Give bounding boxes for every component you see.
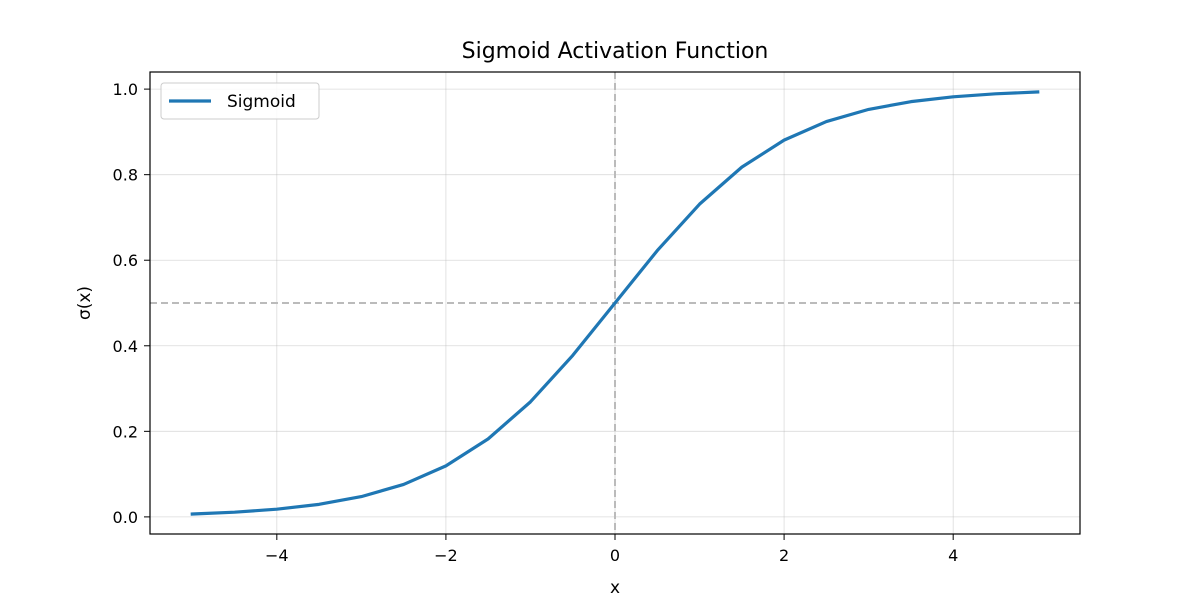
y-tick-label: 0.6 [113, 251, 138, 270]
y-tick-label: 0.0 [113, 508, 138, 527]
y-tick-label: 0.4 [113, 337, 138, 356]
x-tick-label: −2 [434, 546, 458, 565]
legend: Sigmoid [160, 82, 320, 120]
x-tick-label: 2 [779, 546, 789, 565]
x-axis-ticks: −4 −2 0 2 4 [265, 534, 958, 565]
x-tick-label: −4 [265, 546, 289, 565]
x-tick-label: 4 [948, 546, 958, 565]
y-axis-label: σ(x) [75, 286, 95, 320]
legend-box [160, 82, 320, 120]
chart-title: Sigmoid Activation Function [462, 39, 769, 64]
y-tick-label: 1.0 [113, 80, 138, 99]
y-tick-label: 0.2 [113, 422, 138, 441]
legend-label: Sigmoid [227, 92, 296, 112]
x-axis-label: x [610, 578, 620, 598]
y-axis-ticks: 0.0 0.2 0.4 0.6 0.8 1.0 [113, 80, 150, 527]
series-line-sigmoid [190, 90, 1040, 516]
plot-series [190, 90, 1040, 516]
x-tick-label: 0 [610, 546, 620, 565]
y-tick-label: 0.8 [113, 166, 138, 185]
